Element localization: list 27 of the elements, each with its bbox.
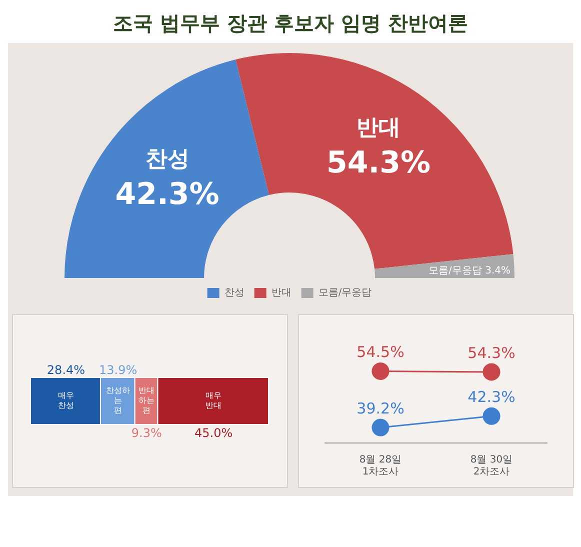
series-label: 반대하는 편 (138, 386, 155, 416)
slice-label: 반대 (356, 116, 401, 141)
series-label: 매우 반대 (206, 391, 222, 410)
data-label: 45.0% (194, 426, 233, 440)
data-label: 42.3% (468, 388, 516, 406)
point (372, 362, 390, 380)
data-label: 13.9% (99, 363, 138, 378)
data-label: 54.3% (326, 146, 431, 181)
x-tick-label: 8월 30일 2차조사 (470, 454, 513, 478)
data-label: 9.3% (131, 426, 162, 440)
data-label: 42.3% (115, 177, 220, 212)
data-label: 28.4% (46, 363, 86, 378)
legend-label: 모름/무응답 (318, 288, 372, 299)
data-label: 54.3% (468, 344, 516, 362)
legend-label: 찬성 (224, 288, 244, 299)
series-label: 매우 찬성 (58, 391, 74, 410)
data-label: 39.2% (356, 400, 404, 418)
data-label: 54.5% (356, 343, 404, 362)
series-label: 찬성하는 편 (106, 386, 130, 416)
point (482, 363, 500, 381)
point (372, 418, 390, 436)
slice-label: 찬성 (145, 146, 190, 172)
chart-title: 조국 법무부 장관 후보자 임명 찬반여론 (112, 10, 469, 37)
legend-label: 반대 (271, 288, 292, 299)
x-tick-label: 8월 28일 1차조사 (359, 454, 402, 478)
category-label: 모름/무응답 3.4% (428, 266, 510, 277)
point (482, 407, 500, 425)
